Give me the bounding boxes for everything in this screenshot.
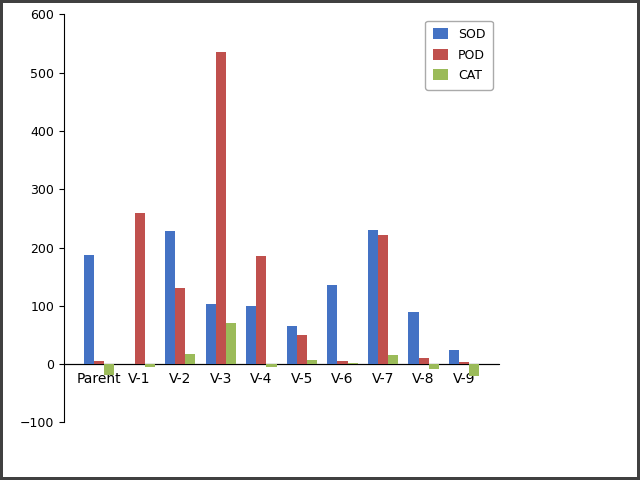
Bar xyxy=(84,254,94,364)
Bar xyxy=(297,335,307,364)
Bar xyxy=(469,364,479,376)
Bar xyxy=(419,358,429,364)
Bar xyxy=(165,231,175,364)
Bar xyxy=(368,230,378,364)
Bar xyxy=(94,361,104,364)
Bar xyxy=(266,364,276,367)
Bar xyxy=(287,326,297,364)
Bar xyxy=(145,364,155,367)
Bar xyxy=(388,355,398,364)
Bar xyxy=(256,256,266,364)
Bar xyxy=(175,288,185,364)
Bar xyxy=(449,349,459,364)
Bar xyxy=(307,360,317,364)
Legend: SOD, POD, CAT: SOD, POD, CAT xyxy=(426,21,493,90)
Bar xyxy=(185,354,195,364)
Bar xyxy=(226,324,236,364)
Bar xyxy=(246,306,256,364)
Bar xyxy=(216,52,226,364)
Bar xyxy=(205,304,216,364)
Bar xyxy=(429,364,439,369)
Bar xyxy=(134,213,145,364)
Bar xyxy=(378,235,388,364)
Bar xyxy=(327,286,337,364)
Bar xyxy=(408,312,419,364)
Bar xyxy=(348,363,358,364)
Bar xyxy=(459,362,469,364)
Bar xyxy=(104,364,114,374)
Bar xyxy=(337,361,348,364)
